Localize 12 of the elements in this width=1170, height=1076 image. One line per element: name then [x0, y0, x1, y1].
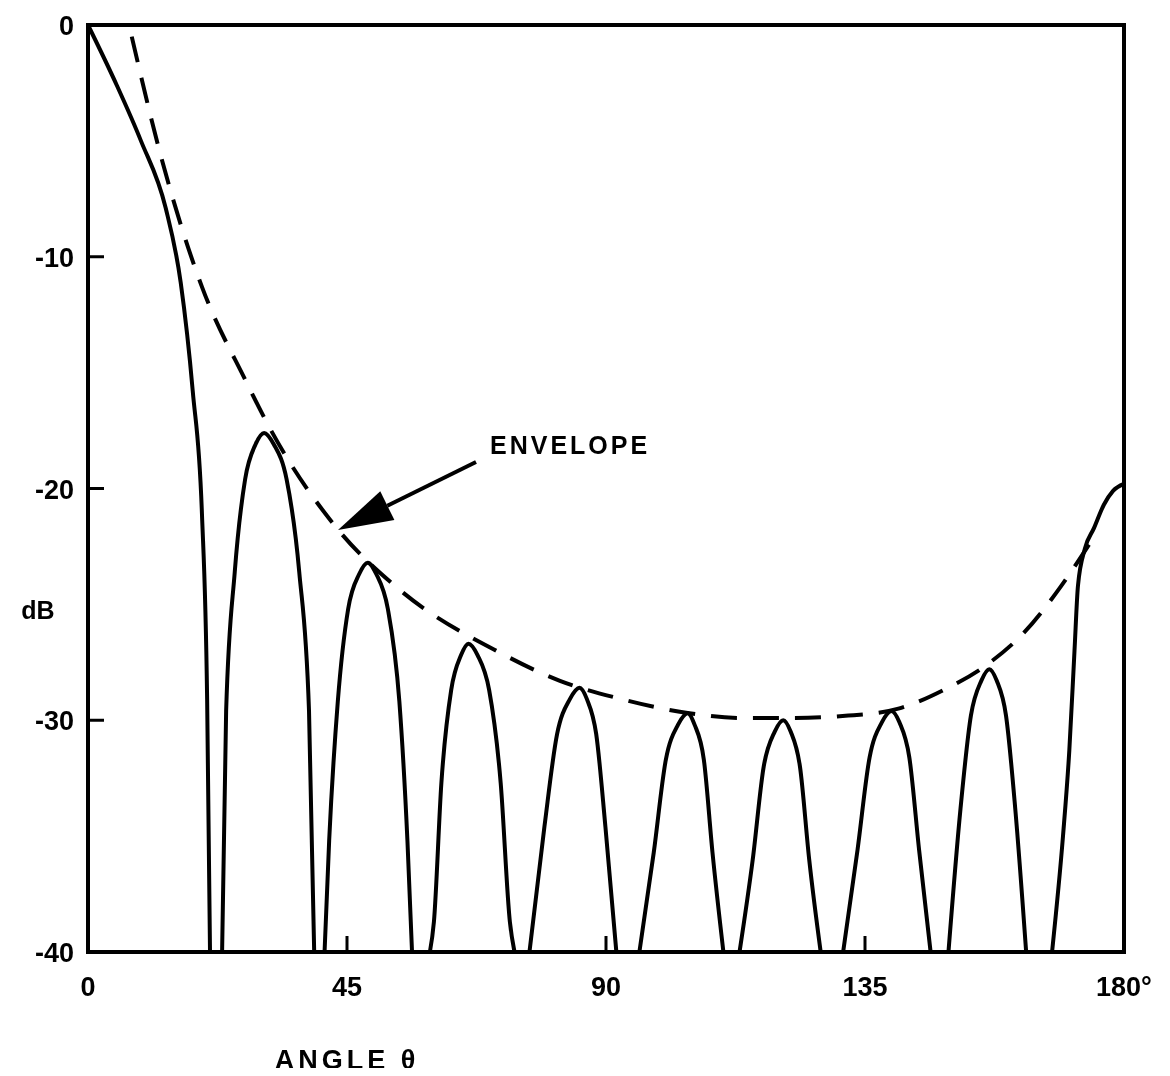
y-tick-label: -40	[34, 938, 74, 968]
y-tick-label: -20	[34, 474, 74, 505]
y-tick-label: -10	[34, 242, 74, 273]
y-axis-title: dB	[21, 596, 55, 625]
y-tick-label: -30	[34, 706, 74, 737]
x-tick-label: 90	[590, 972, 622, 1002]
x-tick-label: 0	[80, 972, 96, 1002]
annotation: ENVELOPE	[490, 431, 651, 459]
x-tick-label: 135	[842, 972, 888, 1002]
y-tick-label: 0	[58, 11, 74, 41]
x-tick-label: 180°	[1096, 972, 1152, 1002]
x-tick-label: 45	[331, 972, 363, 1002]
